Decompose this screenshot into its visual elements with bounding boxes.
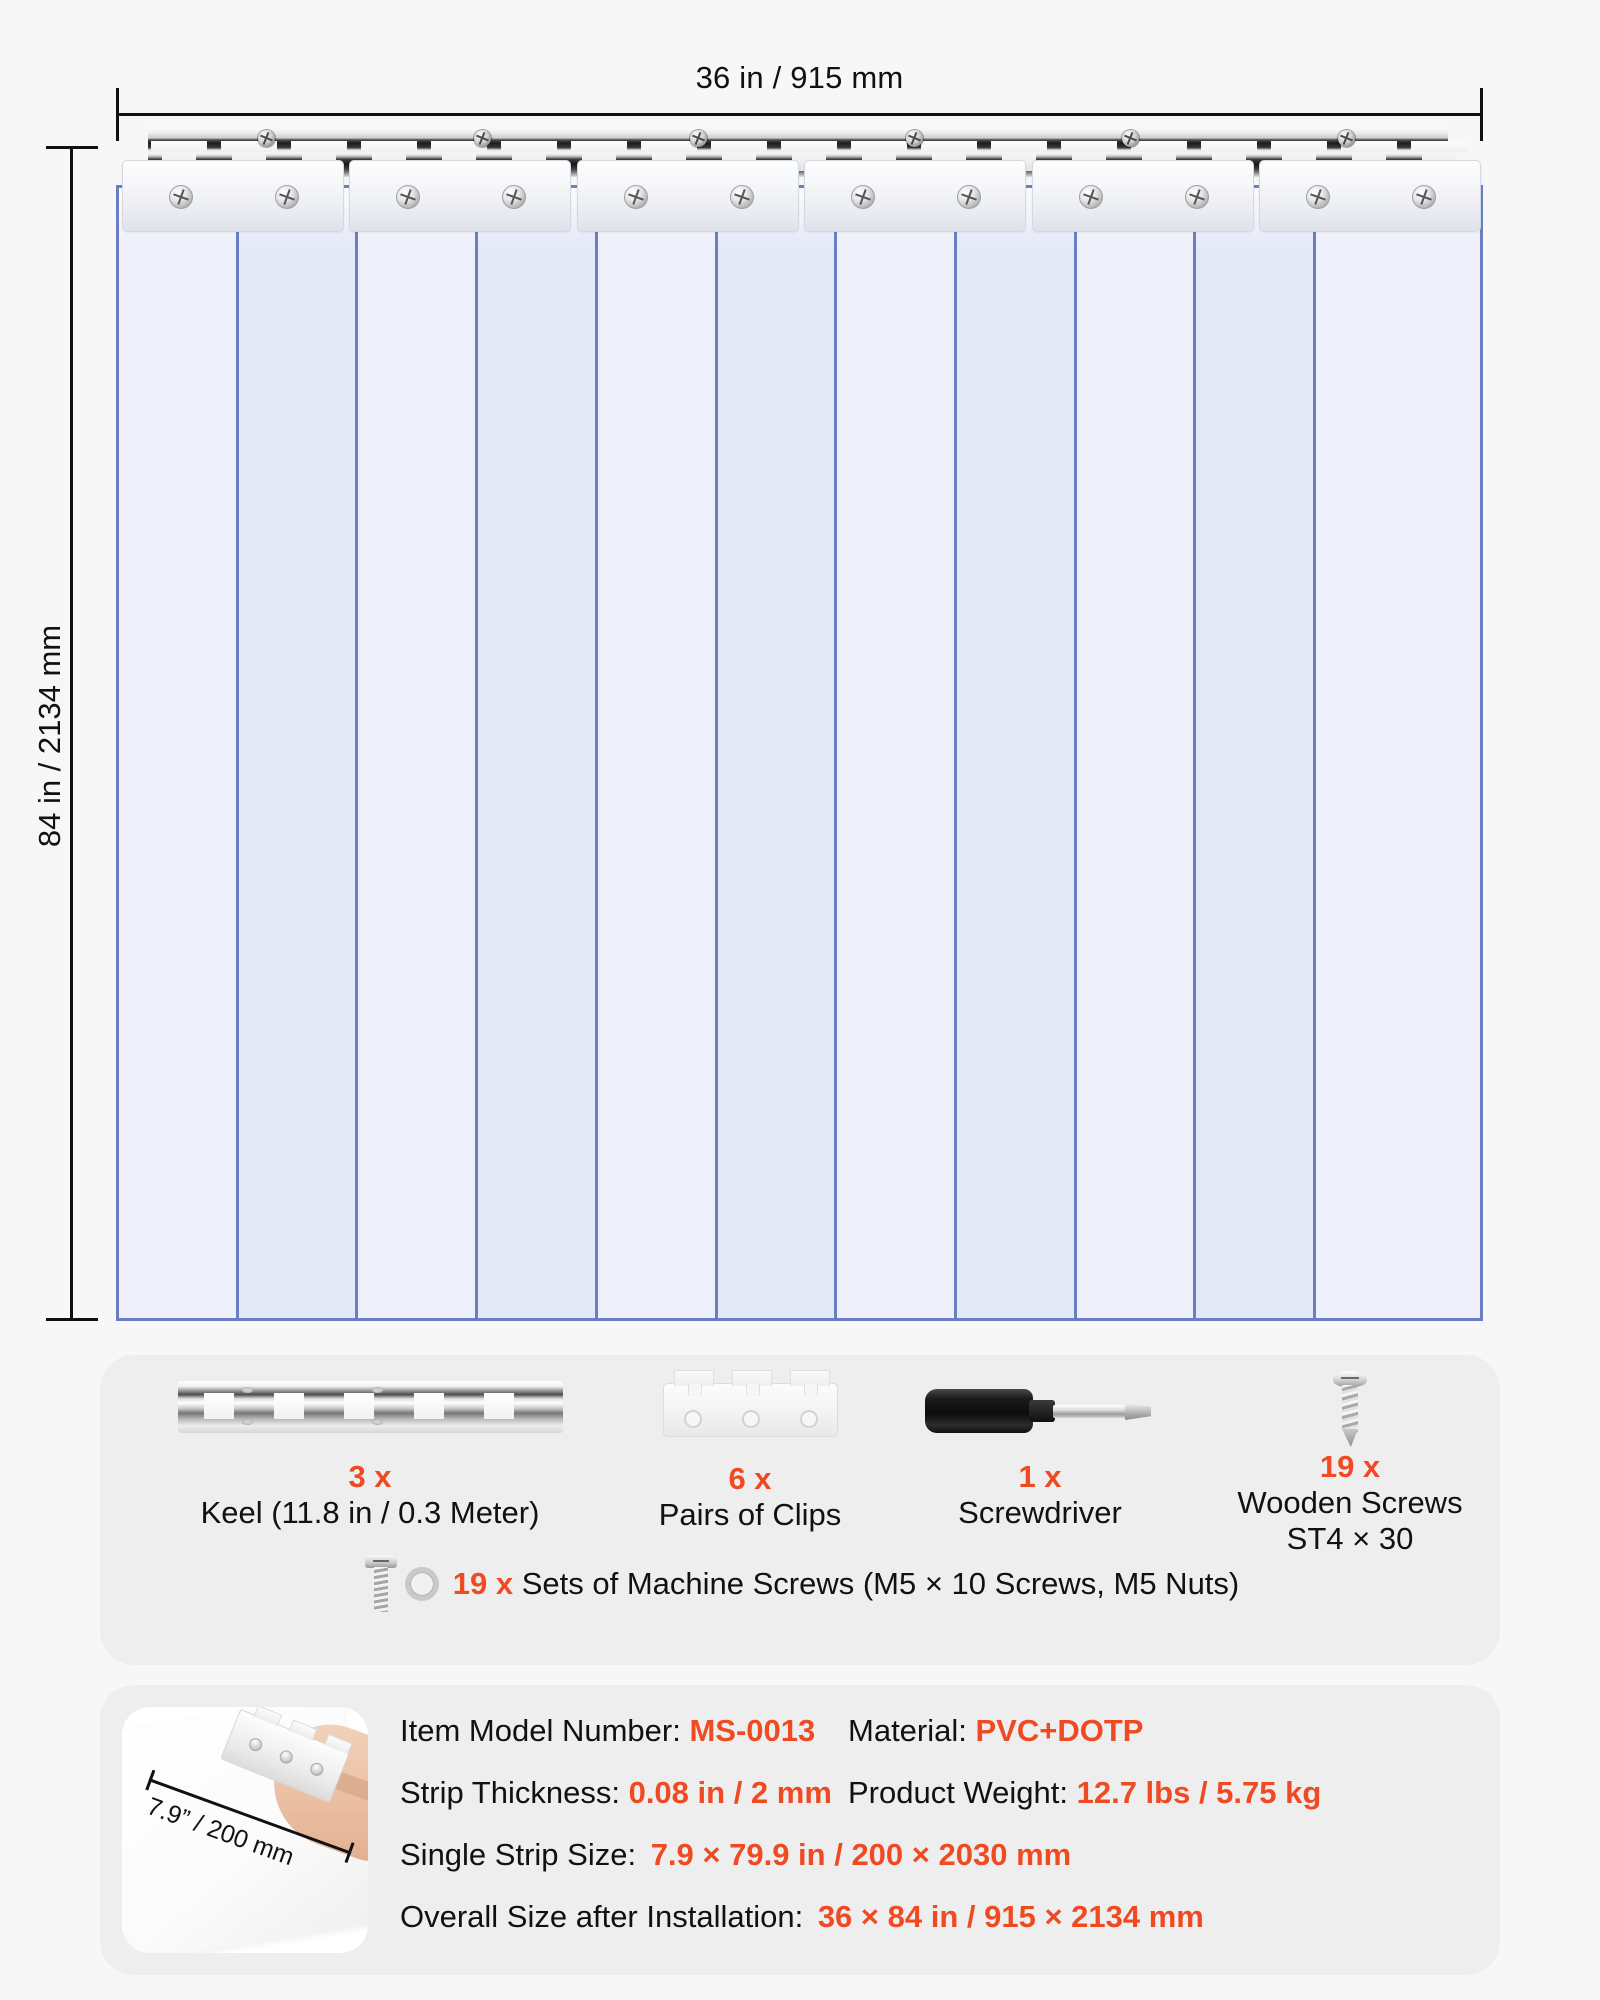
wood-screw-icon bbox=[1327, 1371, 1373, 1447]
spec-value-thickness: 0.08 in / 2 mm bbox=[628, 1775, 832, 1810]
keel-rail-screw bbox=[1338, 130, 1355, 147]
spec-row-material: Material: PVC+DOTP bbox=[848, 1713, 1143, 1749]
clip-screw bbox=[730, 185, 754, 209]
clip-icon bbox=[662, 1370, 838, 1455]
spec-key-weight: Product Weight: bbox=[848, 1775, 1068, 1810]
legend-label-clips: Pairs of Clips bbox=[658, 1496, 842, 1532]
curtain-strip bbox=[1313, 185, 1483, 1321]
legend-label-wooden-screws: Wooden Screws bbox=[1237, 1484, 1463, 1520]
parts-legend-panel: 3 x Keel (11.8 in / 0.3 Meter) 6 x Pairs… bbox=[100, 1355, 1500, 1665]
clip-screw bbox=[1306, 185, 1330, 209]
height-dimension-line bbox=[70, 146, 73, 1321]
nut-icon bbox=[404, 1567, 439, 1601]
clip-screw bbox=[275, 185, 299, 209]
product-dimension-diagram: 36 in / 915 mm 84 in / 2134 mm bbox=[0, 0, 1600, 1340]
legend-count-clips: 6 x bbox=[728, 1461, 772, 1496]
keel-rail-top-edge bbox=[148, 127, 1448, 137]
keel-rail-screw bbox=[1122, 130, 1139, 147]
legend-label-machine-screws: Sets of Machine Screws (M5 × 10 Screws, … bbox=[521, 1566, 1240, 1601]
strip-width-thumbnail: 7.9” / 200 mm bbox=[122, 1707, 368, 1953]
clip-screw bbox=[1079, 185, 1103, 209]
keel-rail-screw bbox=[906, 130, 923, 147]
clip-screw bbox=[169, 185, 193, 209]
mounting-clip bbox=[122, 160, 344, 232]
spec-value-material: PVC+DOTP bbox=[975, 1713, 1144, 1748]
mounting-clip bbox=[349, 160, 571, 232]
keel-rail-screw bbox=[258, 130, 275, 147]
height-dimension-tick-bottom bbox=[46, 1318, 98, 1321]
clip-screw bbox=[1185, 185, 1209, 209]
legend-item-keel: 3 x Keel (11.8 in / 0.3 Meter) bbox=[160, 1369, 580, 1531]
keel-icon-body bbox=[177, 1381, 563, 1433]
spec-value-weight: 12.7 lbs / 5.75 kg bbox=[1076, 1775, 1322, 1810]
width-dimension-tick-left bbox=[116, 88, 119, 141]
spec-row-overall-size: Overall Size after Installation: 36 × 84… bbox=[400, 1899, 1204, 1935]
spec-row-model: Item Model Number: MS-0013 bbox=[400, 1713, 815, 1749]
machine-screw-icon bbox=[361, 1555, 401, 1613]
legend-item-wooden-screws: 19 x Wooden Screws ST4 × 30 bbox=[1210, 1369, 1490, 1558]
spec-key-overall-size: Overall Size after Installation: bbox=[400, 1899, 804, 1934]
legend-count-screwdriver: 1 x bbox=[1018, 1459, 1062, 1494]
spec-row-thickness: Strip Thickness: 0.08 in / 2 mm bbox=[400, 1775, 832, 1811]
width-dimension-tick-right bbox=[1480, 88, 1483, 141]
spec-value-model: MS-0013 bbox=[689, 1713, 816, 1748]
spec-key-material: Material: bbox=[848, 1713, 967, 1748]
parts-legend-row: 3 x Keel (11.8 in / 0.3 Meter) 6 x Pairs… bbox=[100, 1369, 1500, 1556]
clip-screw bbox=[1412, 185, 1436, 209]
machine-screw-nut-icon bbox=[361, 1555, 439, 1613]
wood-screw-icon-body bbox=[1327, 1371, 1373, 1447]
keel-icon bbox=[177, 1381, 563, 1453]
pvc-strip-curtain bbox=[116, 160, 1483, 1321]
legend-item-clips: 6 x Pairs of Clips bbox=[620, 1369, 880, 1533]
mounting-clip bbox=[577, 160, 799, 232]
legend-item-screwdriver: 1 x Screwdriver bbox=[890, 1369, 1190, 1531]
clip-icon-body bbox=[662, 1370, 838, 1437]
width-dimension-line bbox=[116, 113, 1483, 116]
legend-count-machine-screws: 19 x bbox=[452, 1566, 514, 1601]
height-dimension-label: 84 in / 2134 mm bbox=[32, 624, 67, 848]
spec-value-strip-size: 7.9 × 79.9 in / 200 × 2030 mm bbox=[650, 1837, 1072, 1872]
keel-rail-screw bbox=[474, 130, 491, 147]
mounting-clip bbox=[804, 160, 1026, 232]
spec-value-overall-size: 36 × 84 in / 915 × 2134 mm bbox=[817, 1899, 1204, 1934]
mounting-clip bbox=[1259, 160, 1481, 232]
height-dimension-tick-top bbox=[46, 146, 98, 149]
legend-label-screwdriver: Screwdriver bbox=[958, 1494, 1122, 1530]
machine-screws-text: 19 x Sets of Machine Screws (M5 × 10 Scr… bbox=[453, 1566, 1240, 1602]
keel-rail-screw bbox=[690, 130, 707, 147]
screwdriver-icon-body bbox=[925, 1381, 1155, 1439]
mounting-clip bbox=[1032, 160, 1254, 232]
legend-label-keel: Keel (11.8 in / 0.3 Meter) bbox=[200, 1494, 540, 1530]
clip-screw bbox=[851, 185, 875, 209]
legend-count-wooden-screws: 19 x bbox=[1319, 1449, 1381, 1484]
spec-key-model: Item Model Number: bbox=[400, 1713, 681, 1748]
specification-rows: Item Model Number: MS-0013 Material: PVC… bbox=[400, 1713, 1480, 1947]
clip-screw bbox=[624, 185, 648, 209]
legend-label-wooden-screws-spec: ST4 × 30 bbox=[1286, 1521, 1414, 1557]
clip-screw bbox=[957, 185, 981, 209]
spec-row-weight: Product Weight: 12.7 lbs / 5.75 kg bbox=[848, 1775, 1321, 1811]
legend-machine-screws-row: 19 x Sets of Machine Screws (M5 × 10 Scr… bbox=[100, 1555, 1500, 1613]
clip-screw bbox=[396, 185, 420, 209]
legend-count-keel: 3 x bbox=[348, 1459, 392, 1494]
spec-key-strip-size: Single Strip Size: bbox=[400, 1837, 637, 1872]
spec-row-strip-size: Single Strip Size: 7.9 × 79.9 in / 200 ×… bbox=[400, 1837, 1071, 1873]
width-dimension-label: 36 in / 915 mm bbox=[695, 60, 904, 95]
spec-key-thickness: Strip Thickness: bbox=[400, 1775, 620, 1810]
screwdriver-icon bbox=[925, 1381, 1155, 1453]
specifications-panel: 7.9” / 200 mm Item Model Number: MS-0013… bbox=[100, 1685, 1500, 1975]
clip-screw bbox=[502, 185, 526, 209]
